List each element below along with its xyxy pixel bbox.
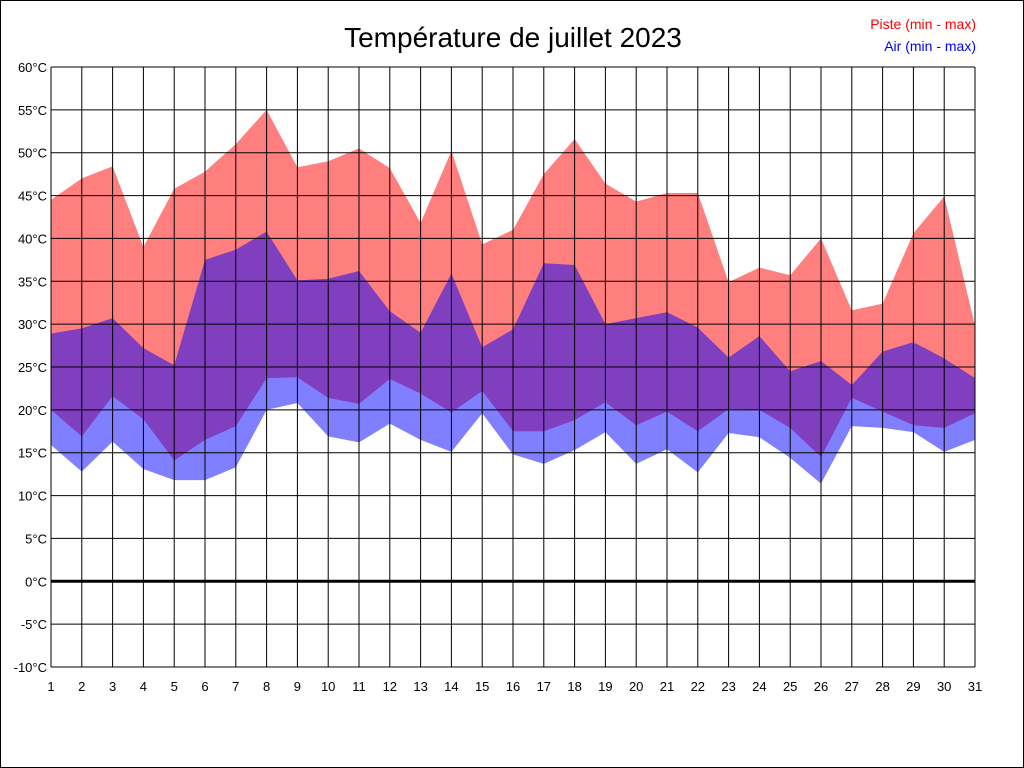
y-tick-label: 40°C bbox=[18, 231, 47, 246]
x-tick-label: 12 bbox=[383, 679, 397, 694]
x-tick-label: 11 bbox=[352, 679, 366, 694]
x-tick-label: 28 bbox=[875, 679, 889, 694]
legend-air: Air (min - max) bbox=[884, 38, 976, 54]
x-tick-label: 19 bbox=[598, 679, 612, 694]
x-tick-label: 14 bbox=[444, 679, 458, 694]
x-tick-label: 5 bbox=[171, 679, 178, 694]
x-tick-label: 10 bbox=[321, 679, 335, 694]
x-tick-label: 15 bbox=[475, 679, 489, 694]
x-tick-label: 25 bbox=[783, 679, 797, 694]
x-tick-label: 4 bbox=[140, 679, 147, 694]
y-tick-label: 10°C bbox=[18, 489, 47, 504]
y-tick-label: 50°C bbox=[18, 146, 47, 161]
x-tick-label: 7 bbox=[232, 679, 239, 694]
y-axis-ticks: 60°C 55°C 50°C 45°C 40°C 35°C 30°C 25°C 20°C 15°C… bbox=[14, 60, 47, 675]
x-tick-label: 26 bbox=[814, 679, 828, 694]
x-tick-label: 27 bbox=[845, 679, 859, 694]
x-tick-label: 18 bbox=[567, 679, 581, 694]
x-tick-label: 1 bbox=[47, 679, 54, 694]
x-tick-label: 2 bbox=[78, 679, 85, 694]
y-tick-label: -5°C bbox=[21, 617, 47, 632]
x-tick-label: 22 bbox=[691, 679, 705, 694]
grid bbox=[50, 66, 976, 668]
x-tick-label: 24 bbox=[752, 679, 766, 694]
y-tick-label: 35°C bbox=[18, 274, 47, 289]
y-tick-label: 55°C bbox=[18, 103, 47, 118]
x-tick-label: 16 bbox=[506, 679, 520, 694]
x-tick-label: 6 bbox=[201, 679, 208, 694]
x-tick-label: 3 bbox=[109, 679, 116, 694]
legend-piste: Piste (min - max) bbox=[870, 16, 976, 32]
y-tick-label: 20°C bbox=[18, 403, 47, 418]
y-tick-label: 5°C bbox=[25, 531, 47, 546]
x-tick-label: 9 bbox=[294, 679, 301, 694]
x-tick-label: 30 bbox=[937, 679, 951, 694]
y-tick-label: 30°C bbox=[18, 317, 47, 332]
y-tick-label: 45°C bbox=[18, 189, 47, 204]
y-tick-label: -10°C bbox=[14, 660, 47, 675]
x-tick-label: 21 bbox=[660, 679, 674, 694]
y-tick-label: 0°C bbox=[25, 574, 47, 589]
y-tick-label: 15°C bbox=[18, 446, 47, 461]
x-axis-ticks: 1 2 3 4 5 6 7 8 9 10 11 12 13 14 15 16 17 18 19 20 21 22 23 24 2… bbox=[47, 679, 982, 694]
y-tick-label: 60°C bbox=[18, 60, 47, 75]
x-tick-label: 31 bbox=[968, 679, 982, 694]
chart-title: Température de juillet 2023 bbox=[344, 22, 682, 53]
y-tick-label: 25°C bbox=[18, 360, 47, 375]
x-tick-label: 29 bbox=[906, 679, 920, 694]
x-tick-label: 17 bbox=[537, 679, 551, 694]
x-tick-label: 23 bbox=[721, 679, 735, 694]
x-tick-label: 8 bbox=[263, 679, 270, 694]
x-tick-label: 13 bbox=[413, 679, 427, 694]
x-tick-label: 20 bbox=[629, 679, 643, 694]
